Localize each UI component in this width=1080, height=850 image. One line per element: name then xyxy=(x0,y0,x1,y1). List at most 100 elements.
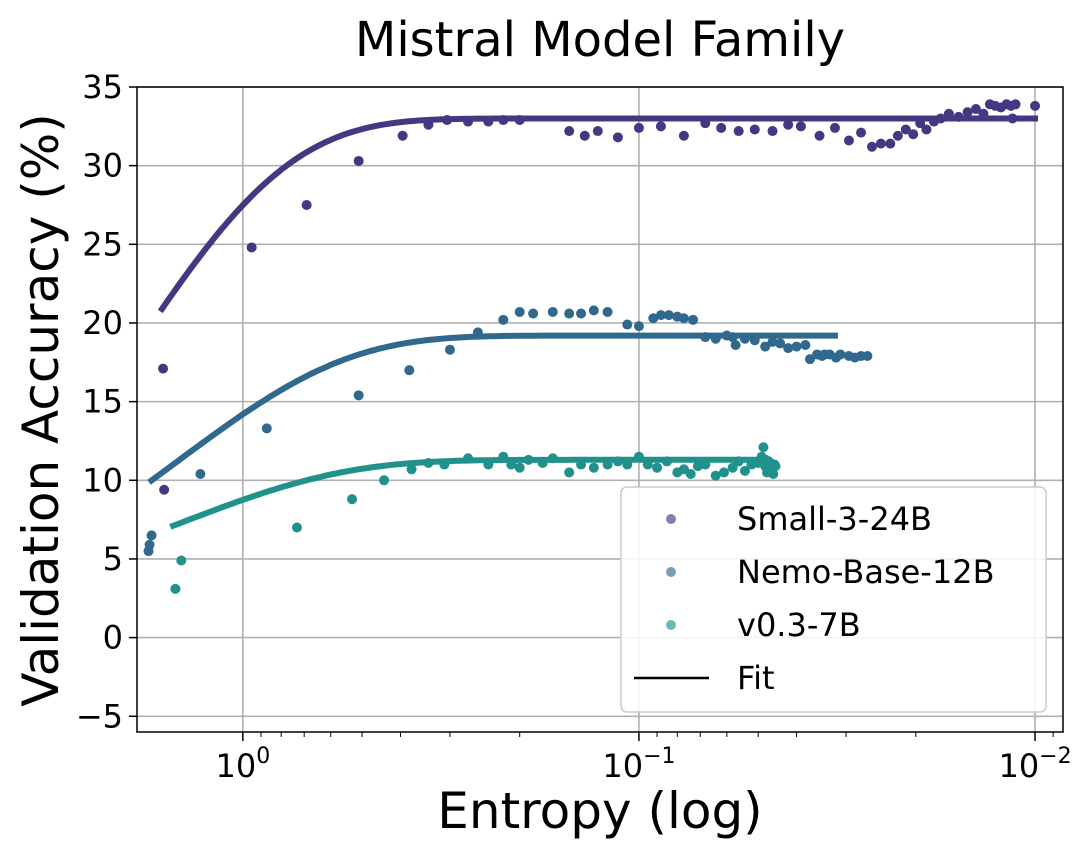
data-point xyxy=(246,242,257,253)
y-tick-label: 5 xyxy=(103,540,123,578)
data-point xyxy=(733,126,744,137)
data-point xyxy=(892,130,903,141)
data-point xyxy=(843,135,854,146)
data-point xyxy=(783,119,794,130)
data-point xyxy=(564,467,575,478)
series-layer xyxy=(143,99,1041,594)
data-point xyxy=(652,462,663,473)
fit-curve-0 xyxy=(157,115,1038,314)
data-point xyxy=(875,138,886,149)
data-point xyxy=(749,124,760,135)
data-point xyxy=(1030,100,1041,111)
y-tick-label: 15 xyxy=(82,383,123,421)
y-tick-label: 20 xyxy=(82,304,123,342)
data-point xyxy=(514,462,525,473)
data-point xyxy=(547,306,558,317)
y-tick-label: 30 xyxy=(82,147,123,185)
data-point xyxy=(347,494,358,505)
data-point xyxy=(195,469,206,479)
legend: Small-3-24B Nemo-Base-12B v0.3-7B Fit xyxy=(620,486,1047,713)
data-point xyxy=(588,305,599,316)
data-point xyxy=(146,530,157,541)
data-point xyxy=(835,349,846,360)
data-point xyxy=(633,321,644,332)
data-point xyxy=(514,306,525,317)
y-tick-label: −5 xyxy=(76,697,123,735)
data-point xyxy=(576,308,587,319)
series-0 xyxy=(158,99,1041,495)
data-point xyxy=(261,423,272,434)
data-point xyxy=(760,341,771,352)
data-point xyxy=(170,583,181,594)
data-point xyxy=(404,365,415,376)
data-point xyxy=(739,465,750,476)
data-point xyxy=(804,354,815,365)
legend-label: Nemo-Base-12B xyxy=(737,553,995,591)
data-point xyxy=(856,127,867,138)
x-axis-label: Entropy (log) xyxy=(437,782,762,840)
data-point xyxy=(885,138,896,149)
data-point xyxy=(908,129,919,140)
data-point xyxy=(663,310,674,321)
data-point xyxy=(727,462,738,473)
data-point xyxy=(962,107,973,118)
data-point xyxy=(579,130,590,141)
data-point xyxy=(602,306,613,317)
data-point xyxy=(176,555,187,566)
legend-marker xyxy=(666,514,676,524)
legend-label: Fit xyxy=(737,659,775,697)
chart-title: Mistral Model Family xyxy=(355,12,845,68)
fit-curve-2 xyxy=(169,456,772,530)
data-point xyxy=(970,104,981,115)
data-point xyxy=(783,343,794,354)
x-tick-label: 10−1 xyxy=(602,744,675,785)
legend-label: Small-3-24B xyxy=(737,500,932,538)
data-point xyxy=(159,484,170,495)
data-point xyxy=(678,130,689,141)
data-point xyxy=(564,308,575,319)
data-point xyxy=(678,313,689,324)
data-point xyxy=(770,461,781,472)
x-tick-label: 10−2 xyxy=(998,744,1071,785)
data-point xyxy=(814,130,825,141)
data-point xyxy=(829,122,840,133)
data-point xyxy=(758,442,769,453)
data-point xyxy=(648,313,659,324)
axis-ticks: 35 30 25 20 15 10 5 0 −5 100 10−1 10−2 xyxy=(76,68,1072,785)
data-point xyxy=(767,126,778,137)
data-point xyxy=(795,121,806,132)
data-point xyxy=(718,467,729,478)
legend-marker xyxy=(666,620,676,630)
data-point xyxy=(498,314,509,325)
legend-label: v0.3-7B xyxy=(737,606,861,644)
y-tick-label: 10 xyxy=(82,461,123,499)
plot-frame xyxy=(136,86,1064,733)
data-point xyxy=(612,132,623,143)
data-point xyxy=(291,522,302,533)
data-point xyxy=(685,469,696,479)
data-point xyxy=(655,121,666,132)
legend-box xyxy=(620,486,1047,713)
data-point xyxy=(866,141,877,152)
data-point xyxy=(406,464,417,475)
data-point xyxy=(353,390,364,401)
data-point xyxy=(564,126,575,137)
data-point xyxy=(775,338,786,349)
data-point xyxy=(1010,99,1021,110)
data-point xyxy=(710,470,721,481)
data-point xyxy=(655,310,666,321)
fit-curve-1 xyxy=(147,332,838,485)
data-point xyxy=(767,336,778,347)
data-point xyxy=(588,462,599,473)
data-point xyxy=(862,351,873,362)
x-tick-label: 100 xyxy=(215,744,270,785)
y-tick-label: 0 xyxy=(103,619,123,657)
data-point xyxy=(633,122,644,133)
data-point xyxy=(301,199,312,210)
data-point xyxy=(692,461,703,472)
data-point xyxy=(791,341,802,352)
data-point xyxy=(622,319,633,330)
data-point xyxy=(353,155,364,166)
legend-marker xyxy=(666,567,676,577)
